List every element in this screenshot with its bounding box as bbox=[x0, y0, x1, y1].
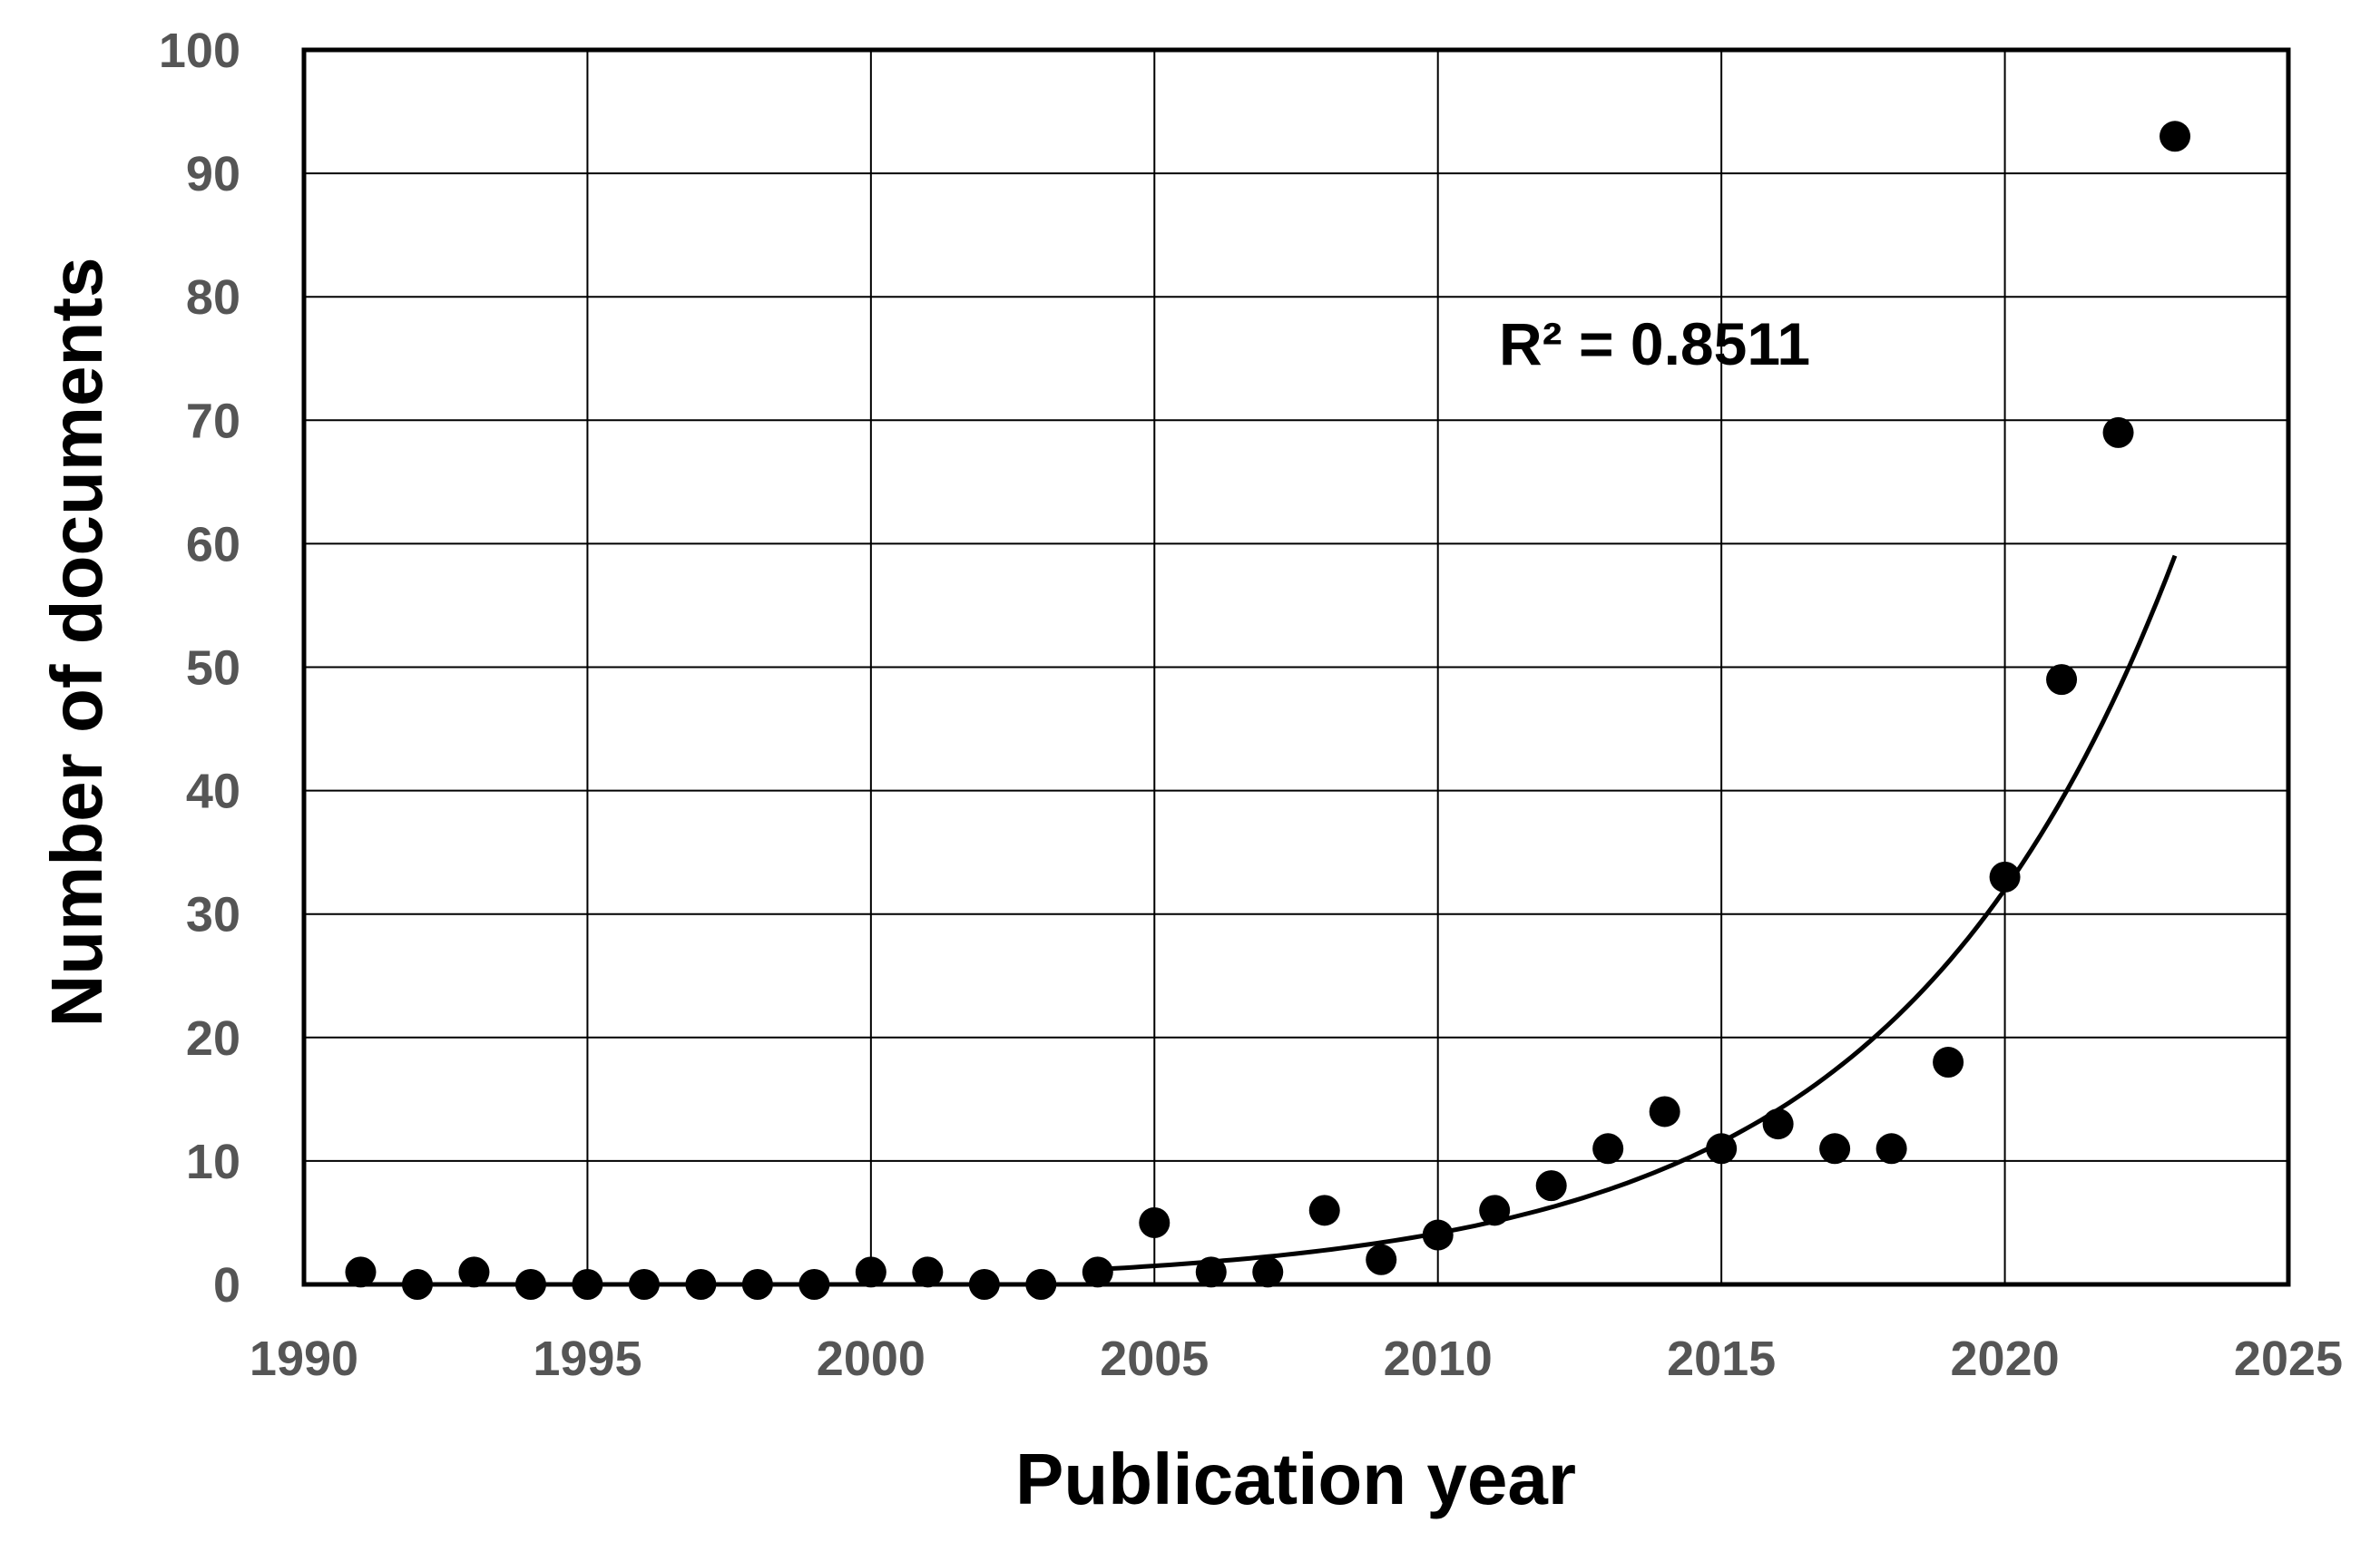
x-tick-labels: 1990 1995 2000 2005 2010 2015 2020 2025 bbox=[250, 1332, 2343, 1386]
x-tick-label: 2015 bbox=[1667, 1332, 1776, 1386]
y-tick-label: 90 bbox=[186, 147, 240, 201]
data-point bbox=[1706, 1133, 1738, 1165]
data-point bbox=[345, 1256, 377, 1288]
data-point bbox=[1195, 1256, 1227, 1288]
x-tick-label: 2000 bbox=[817, 1332, 926, 1386]
data-point bbox=[1535, 1170, 1567, 1202]
data-point bbox=[1479, 1195, 1511, 1226]
y-tick-label: 50 bbox=[186, 641, 240, 696]
data-point bbox=[1649, 1096, 1680, 1127]
y-tick-label: 30 bbox=[186, 888, 240, 942]
data-point bbox=[458, 1256, 490, 1288]
data-point bbox=[968, 1269, 1000, 1300]
y-tick-label: 20 bbox=[186, 1011, 240, 1066]
data-point bbox=[685, 1269, 717, 1300]
x-tick-label: 1995 bbox=[533, 1332, 642, 1386]
y-tick-label: 70 bbox=[186, 394, 240, 448]
y-tick-label: 80 bbox=[186, 270, 240, 325]
data-point bbox=[1422, 1219, 1454, 1251]
data-point bbox=[741, 1269, 773, 1300]
data-point bbox=[628, 1269, 660, 1300]
y-tick-label: 0 bbox=[213, 1258, 240, 1313]
y-axis-title: Number of documents bbox=[36, 258, 117, 1028]
data-point bbox=[2046, 664, 2078, 696]
data-point bbox=[2102, 416, 2134, 448]
plot-frame bbox=[301, 47, 2291, 1287]
data-point bbox=[1025, 1269, 1057, 1300]
data-point bbox=[798, 1269, 830, 1300]
data-point bbox=[401, 1269, 433, 1300]
x-tick-label: 2005 bbox=[1100, 1332, 1209, 1386]
y-tick-labels: 0 10 20 30 40 50 60 70 80 90 100 bbox=[159, 24, 240, 1313]
y-tick-label: 40 bbox=[186, 765, 240, 819]
x-tick-label: 1990 bbox=[250, 1332, 358, 1386]
data-points bbox=[345, 121, 2191, 1300]
data-point bbox=[572, 1269, 603, 1300]
y-tick-label: 10 bbox=[186, 1135, 240, 1189]
x-tick-label: 2025 bbox=[2234, 1332, 2343, 1386]
x-tick-label: 2020 bbox=[1951, 1332, 2060, 1386]
data-point bbox=[1592, 1133, 1624, 1165]
data-point bbox=[1762, 1108, 1794, 1140]
data-point bbox=[912, 1256, 944, 1288]
data-point bbox=[855, 1256, 886, 1288]
y-tick-label: 60 bbox=[186, 517, 240, 571]
r-squared-annotation: R² = 0.8511 bbox=[1499, 310, 1810, 377]
data-point bbox=[1933, 1047, 1964, 1079]
x-tick-label: 2010 bbox=[1384, 1332, 1493, 1386]
data-point bbox=[1366, 1244, 1397, 1275]
data-point bbox=[2160, 121, 2191, 152]
data-point bbox=[1252, 1256, 1284, 1288]
gridlines bbox=[303, 49, 2289, 1285]
data-point bbox=[1139, 1206, 1170, 1238]
data-point bbox=[1819, 1133, 1851, 1165]
data-point bbox=[1082, 1256, 1113, 1288]
data-point bbox=[514, 1269, 546, 1300]
data-point bbox=[1876, 1133, 1907, 1165]
data-point bbox=[1308, 1195, 1340, 1226]
y-tick-label: 100 bbox=[159, 24, 240, 78]
data-point bbox=[1989, 861, 2021, 893]
x-axis-title: Publication year bbox=[1015, 1439, 1576, 1519]
trendline bbox=[1097, 554, 2178, 1272]
